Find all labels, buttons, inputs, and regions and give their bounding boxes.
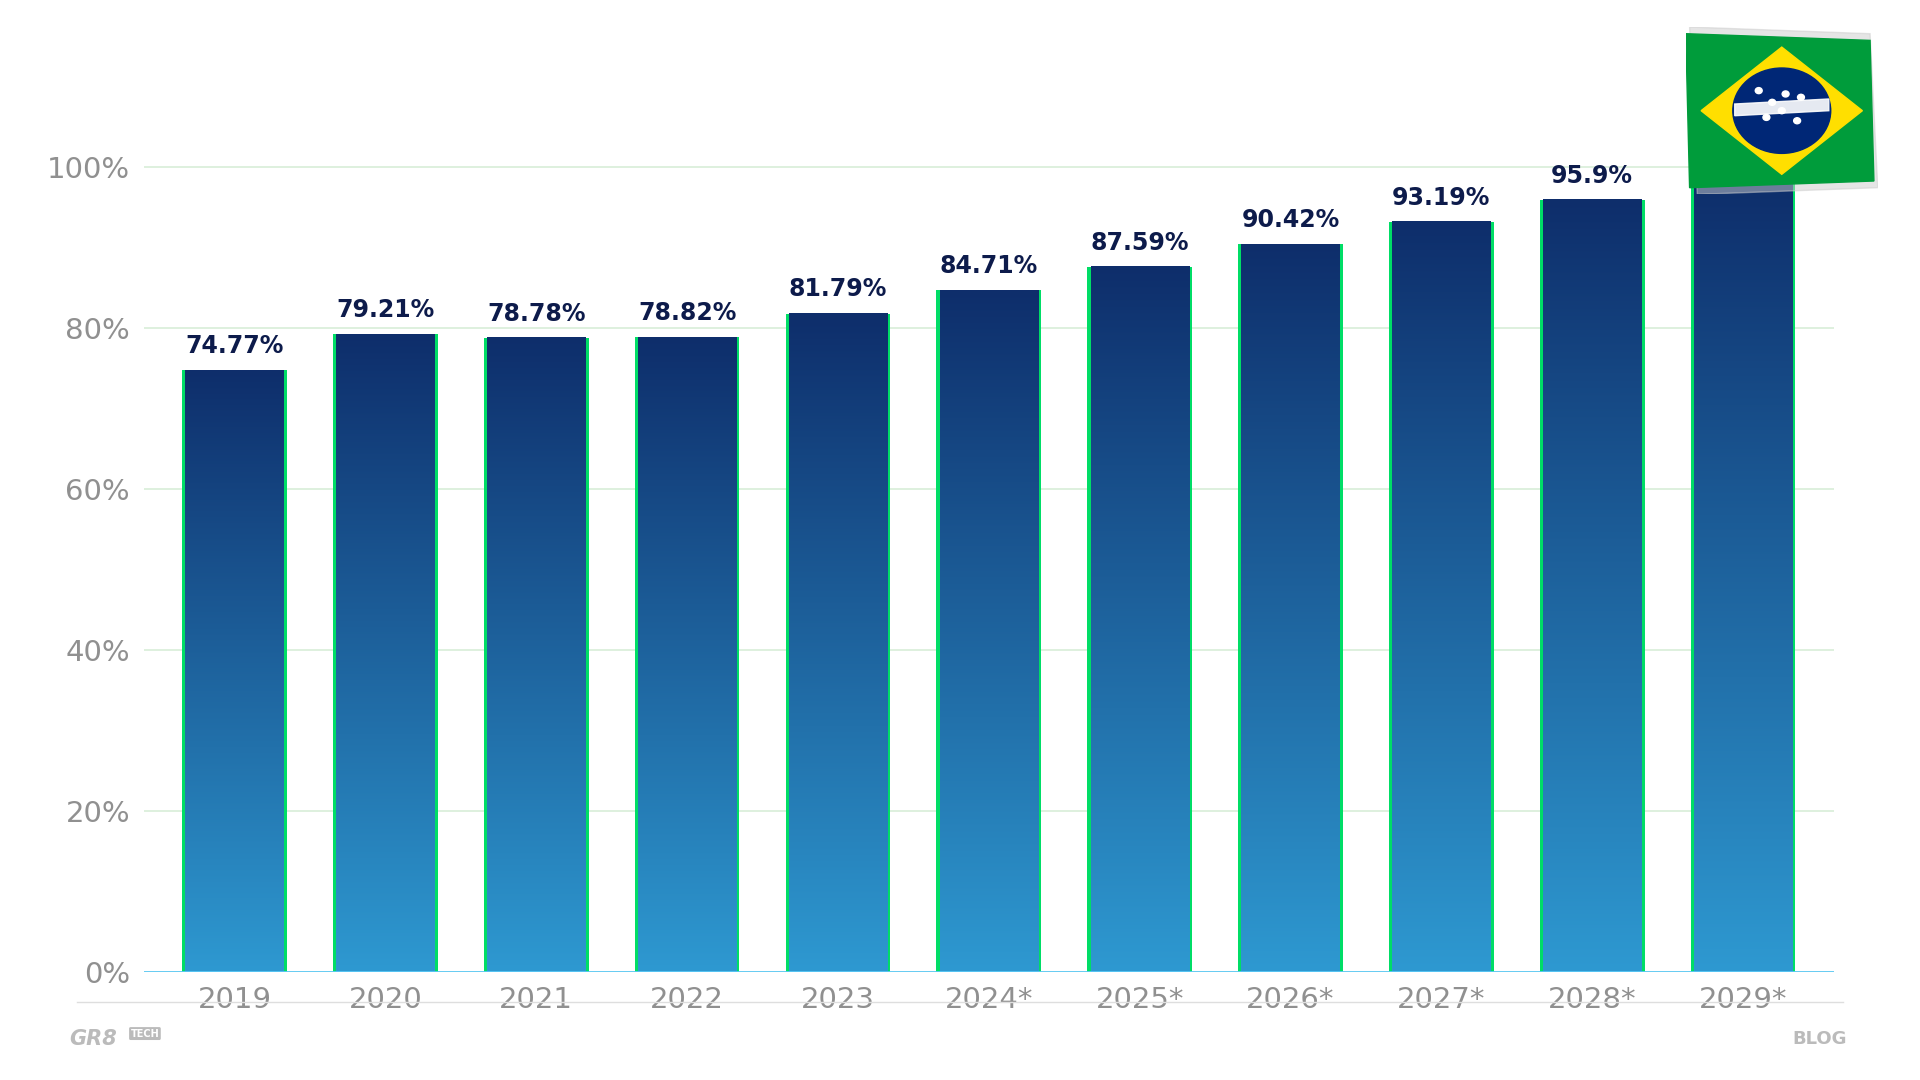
Text: 87.59%: 87.59% [1091, 231, 1188, 255]
Text: 79.21%: 79.21% [336, 298, 434, 322]
Text: 78.78%: 78.78% [488, 301, 586, 326]
Bar [1087, 267, 1192, 974]
Polygon shape [1736, 99, 1828, 116]
Bar [484, 338, 589, 974]
Bar [1540, 200, 1645, 974]
Text: 74.77%: 74.77% [186, 334, 284, 357]
Bar [332, 335, 438, 974]
Circle shape [1768, 99, 1776, 106]
Polygon shape [1686, 33, 1874, 188]
Bar [1388, 221, 1494, 974]
Text: 98%: 98% [1715, 147, 1772, 171]
Text: 78.82%: 78.82% [637, 301, 735, 325]
Circle shape [1782, 91, 1789, 97]
Text: GR8: GR8 [69, 1029, 117, 1049]
Polygon shape [1690, 27, 1878, 194]
Polygon shape [1701, 48, 1862, 174]
Text: TECH: TECH [131, 1028, 159, 1039]
Circle shape [1778, 108, 1786, 113]
Circle shape [1732, 68, 1832, 153]
Circle shape [1755, 87, 1763, 94]
Text: BLOG: BLOG [1793, 1030, 1847, 1048]
Bar [937, 291, 1041, 974]
Bar [182, 370, 286, 974]
Bar [1692, 183, 1795, 974]
Text: 90.42%: 90.42% [1242, 208, 1340, 232]
Circle shape [1793, 118, 1801, 124]
Bar [636, 337, 739, 974]
Bar [785, 313, 891, 974]
Bar [1238, 244, 1342, 974]
Text: 95.9%: 95.9% [1551, 164, 1634, 188]
Circle shape [1763, 114, 1770, 120]
Circle shape [1797, 94, 1805, 100]
Text: 93.19%: 93.19% [1392, 186, 1490, 210]
Text: 84.71%: 84.71% [939, 254, 1039, 278]
Text: 81.79%: 81.79% [789, 278, 887, 301]
